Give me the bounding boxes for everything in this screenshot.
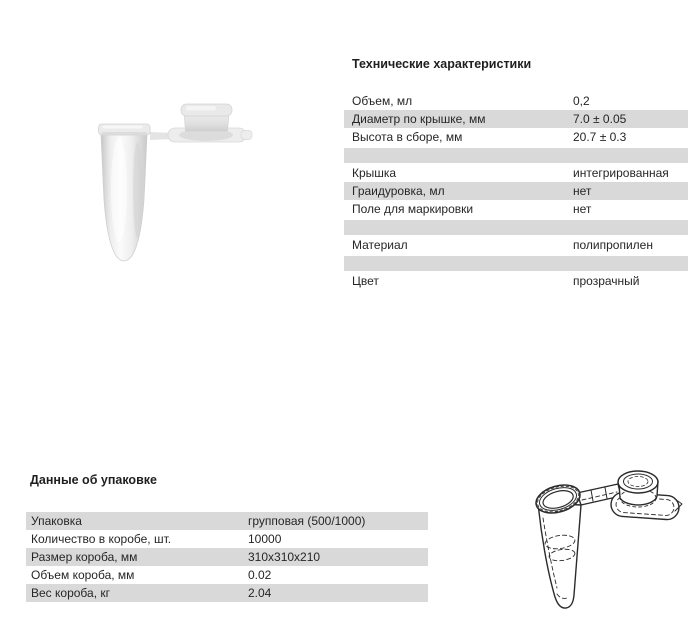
packaging-table: Упаковка групповая (500/1000) Количество…: [26, 512, 428, 602]
spec-value: 0,2: [573, 94, 590, 108]
spec-value: нет: [573, 202, 592, 216]
spec-label: Материал: [352, 238, 408, 252]
table-row: Высота в сборе, мм 20.7 ± 0.3: [344, 128, 688, 146]
spec-label: Объем, мл: [352, 94, 413, 108]
spec-value: 310x310x210: [248, 550, 321, 564]
spec-value: 0.02: [248, 568, 272, 582]
table-spacer-row: [344, 255, 688, 271]
tech-specs-table: Объем, мл 0,2 Диаметр по крышке, мм 7.0 …: [344, 92, 688, 290]
table-row: Крышка интегрированная: [344, 164, 688, 182]
pcr-tube-photo-image: [98, 103, 253, 262]
table-spacer-row: [344, 147, 688, 163]
table-row: Упаковка групповая (500/1000): [26, 512, 428, 530]
table-row: Граидуровка, мл нет: [344, 182, 688, 200]
table-row: Диаметр по крышке, мм 7.0 ± 0.05: [344, 110, 688, 128]
spec-label: Граидуровка, мл: [352, 184, 445, 198]
spec-value: 10000: [248, 532, 282, 546]
spec-label: Упаковка: [31, 514, 82, 528]
table-row: Объем короба, мм 0.02: [26, 566, 428, 584]
table-row: Количество в коробе, шт. 10000: [26, 530, 428, 548]
pcr-tube-drawing-image: [535, 470, 683, 609]
packaging-title: Данные об упаковке: [30, 473, 157, 487]
spec-value: групповая (500/1000): [248, 514, 366, 528]
spec-label: Объем короба, мм: [31, 568, 135, 582]
spec-value: 2.04: [248, 586, 272, 600]
spec-value: интегрированная: [573, 166, 669, 180]
table-row: Объем, мл 0,2: [344, 92, 688, 110]
table-row: Вес короба, кг 2.04: [26, 584, 428, 602]
spec-label: Высота в сборе, мм: [352, 130, 463, 144]
spec-value: 20.7 ± 0.3: [573, 130, 627, 144]
spec-value: нет: [573, 184, 592, 198]
spec-label: Крышка: [352, 166, 397, 180]
product-line-drawing: [505, 458, 695, 626]
spec-label: Поле для маркировки: [352, 202, 474, 216]
spec-value: полипропилен: [573, 238, 653, 252]
spec-label: Размер короба, мм: [31, 550, 138, 564]
table-row: Размер короба, мм 310x310x210: [26, 548, 428, 566]
table-row: Материал полипропилен: [344, 236, 688, 254]
spec-value: прозрачный: [573, 274, 640, 288]
tech-specs-title: Технические характеристики: [352, 57, 532, 71]
spec-label: Количество в коробе, шт.: [31, 532, 172, 546]
product-photo: [65, 95, 255, 280]
spec-label: Цвет: [352, 274, 379, 288]
table-row: Поле для маркировки нет: [344, 200, 688, 218]
spec-label: Вес короба, кг: [31, 586, 110, 600]
table-spacer-row: [344, 219, 688, 235]
table-row: Цвет прозрачный: [344, 272, 688, 290]
spec-label: Диаметр по крышке, мм: [352, 112, 486, 126]
spec-value: 7.0 ± 0.05: [573, 112, 627, 126]
